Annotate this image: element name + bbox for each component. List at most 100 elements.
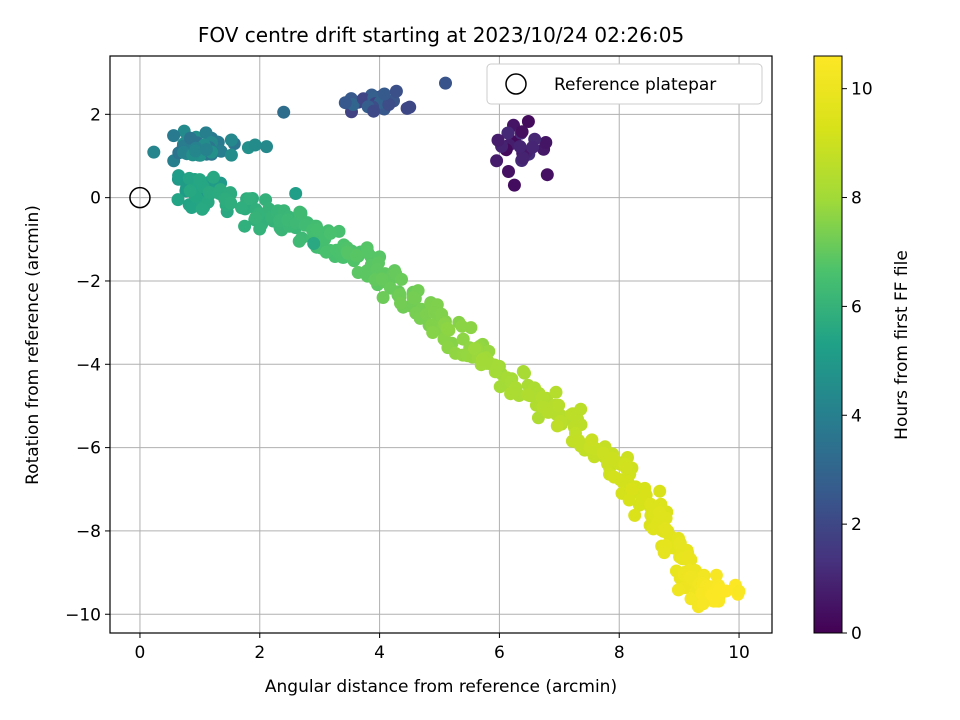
data-point [311,223,325,237]
data-point [319,245,333,259]
data-point [224,148,238,162]
data-point [550,419,564,433]
data-point [541,405,555,419]
data-point [307,237,321,250]
data-point [574,439,588,453]
data-point [382,98,396,111]
data-point [367,104,381,118]
data-point [375,272,389,286]
data-point [260,140,273,154]
colorbar: 0 2 4 6 8 10 Hours from first FF file [813,55,912,644]
x-tick-label: 6 [494,643,505,663]
data-point [659,522,672,536]
data-point [622,493,636,507]
data-point [684,553,698,567]
data-point [394,296,407,310]
colorbar-tick-label: 8 [851,189,862,209]
data-point [292,234,306,248]
x-tick-label: 10 [728,643,750,663]
data-point [585,433,599,447]
data-point [539,136,553,149]
data-point [464,321,478,335]
data-point [361,245,375,259]
data-point [566,407,580,421]
data-point [549,385,563,399]
data-point [516,365,530,378]
data-point [540,168,554,182]
data-point [468,342,481,356]
data-point [657,546,671,560]
data-point [406,291,420,305]
data-point [277,105,291,119]
y-tick-label: −4 [76,355,101,375]
data-point [628,508,642,522]
data-point [535,391,549,404]
legend-marker-icon [505,73,527,95]
x-axis-ticks: 0 2 4 6 8 10 [135,633,750,663]
y-tick-label: −6 [76,439,101,459]
y-axis-ticks: −10 −8 −6 −4 −2 0 2 [65,105,110,625]
chart-title: FOV centre drift starting at 2023/10/24 … [198,23,684,47]
colorbar-tick-label: 6 [851,297,862,317]
legend-label: Reference platepar [554,75,716,95]
data-point [526,140,540,154]
data-point [171,193,185,207]
y-tick-label: 0 [90,189,101,209]
data-points [147,76,746,614]
data-point [289,187,303,200]
data-point [224,133,238,147]
data-point [189,144,202,158]
data-point [504,387,518,401]
data-point [696,597,710,611]
data-point [426,326,440,339]
data-point [671,583,685,597]
data-point [516,151,530,165]
y-tick-label: −2 [76,272,101,292]
data-point [490,154,504,168]
data-point [389,84,403,98]
data-point [507,178,521,192]
data-point [349,248,363,262]
colorbar-tick-label: 4 [851,406,862,426]
legend-box [486,63,763,105]
data-point [377,87,391,101]
data-point [531,411,545,425]
data-point [195,202,209,216]
data-point [501,126,515,140]
y-tick-label: 2 [90,105,101,125]
data-point [400,101,414,115]
data-point [515,125,529,139]
data-point [199,126,213,140]
y-axis-label: Rotation from reference (arcmin) [23,205,43,485]
data-point [249,211,263,225]
data-point [732,584,746,598]
data-point [182,171,196,185]
x-tick-label: 2 [254,643,265,663]
data-point [440,321,454,335]
reference-platepar-marker [129,186,151,209]
data-point [606,451,620,465]
data-point [238,219,252,233]
colorbar-tick-label: 0 [851,624,862,644]
data-point [167,129,181,143]
data-point [439,76,452,90]
data-point [709,568,723,582]
data-point [376,291,390,304]
x-tick-label: 4 [374,643,385,663]
data-point [183,184,197,198]
data-point [243,192,256,206]
data-point [224,196,238,210]
data-point [323,226,337,240]
y-tick-label: −10 [65,605,101,625]
data-point [293,205,307,219]
data-point [644,497,658,511]
data-point [521,388,535,402]
legend: Reference platepar [486,63,763,105]
data-point [625,482,639,496]
plot-frame [109,55,773,634]
data-point [607,470,621,484]
data-point [202,185,216,199]
colorbar-tick-label: 10 [851,80,873,100]
data-point [185,201,199,214]
data-point [199,143,213,157]
